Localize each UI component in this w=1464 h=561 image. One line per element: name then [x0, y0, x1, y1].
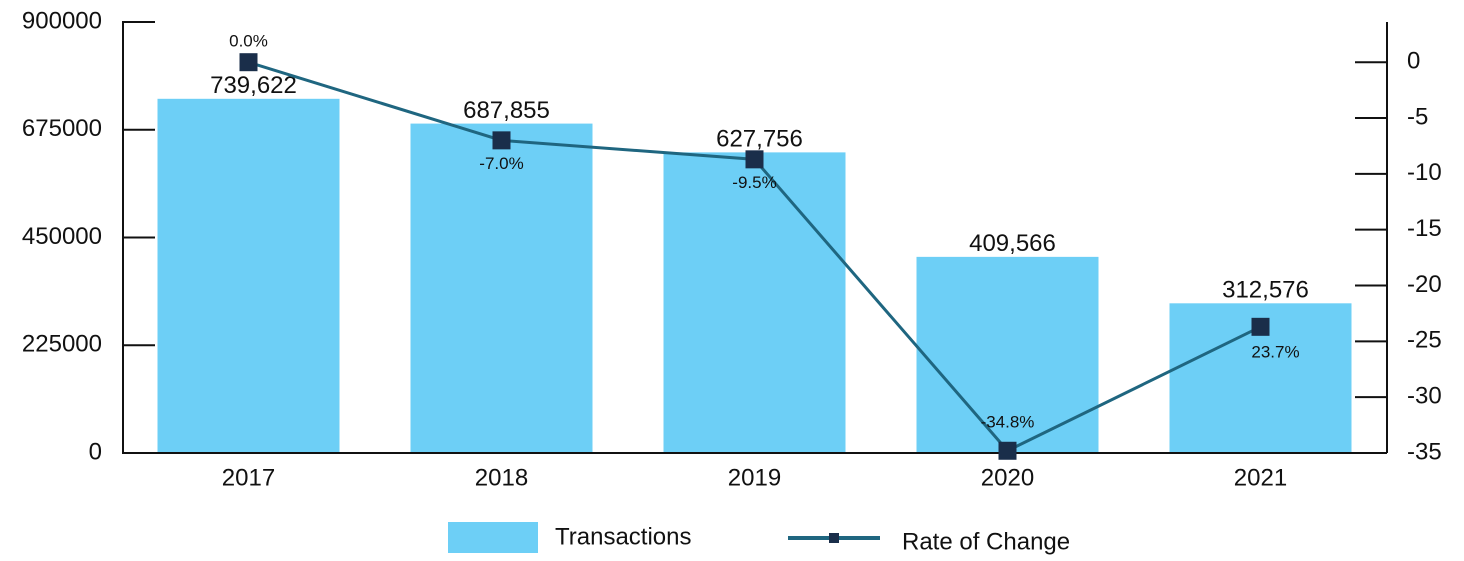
y2-tick-label: -35 [1407, 438, 1442, 465]
x-tick-label: 2020 [981, 464, 1034, 491]
x-tick-label: 2021 [1234, 464, 1287, 491]
bar-label: 312,576 [1222, 277, 1309, 304]
bar [663, 152, 846, 453]
bar [410, 123, 593, 454]
line-label: -7.0% [479, 154, 523, 173]
line-marker [492, 131, 511, 150]
x-tick-label: 2017 [222, 464, 275, 491]
y2-tick-label: -5 [1407, 103, 1428, 130]
y2-tick-label: -30 [1407, 383, 1442, 410]
line-label: -9.5% [732, 173, 776, 192]
bar [157, 98, 340, 453]
line-marker [239, 53, 258, 72]
y2-tick-label: -10 [1407, 159, 1442, 186]
legend-label: Rate of Change [902, 528, 1070, 555]
y-tick-label: 225000 [22, 331, 102, 358]
y2-tick-label: -15 [1407, 215, 1442, 242]
bar-label: 687,855 [463, 97, 550, 124]
y2-tick-label: -25 [1407, 327, 1442, 354]
line-marker [1251, 317, 1270, 336]
line-label: 23.7% [1251, 342, 1299, 361]
legend-label: Transactions [555, 523, 692, 550]
y-tick-label: 900000 [22, 7, 102, 34]
y-tick-label: 450000 [22, 223, 102, 250]
line-label: -34.8% [981, 412, 1035, 431]
bar-label: 409,566 [969, 230, 1056, 257]
line-label: 0.0% [229, 32, 268, 51]
line-marker [998, 441, 1017, 460]
y-tick-label: 675000 [22, 115, 102, 142]
y2-tick-label: -20 [1407, 271, 1442, 298]
x-tick-label: 2019 [728, 464, 781, 491]
legend-marker [829, 533, 839, 543]
bar-label: 739,622 [210, 72, 297, 99]
x-tick-label: 2018 [475, 464, 528, 491]
y-tick-label: 0 [89, 438, 102, 465]
y2-tick-label: 0 [1407, 48, 1420, 75]
line-marker [745, 150, 764, 169]
bar-label: 627,756 [716, 126, 803, 153]
legend-swatch [448, 522, 538, 553]
